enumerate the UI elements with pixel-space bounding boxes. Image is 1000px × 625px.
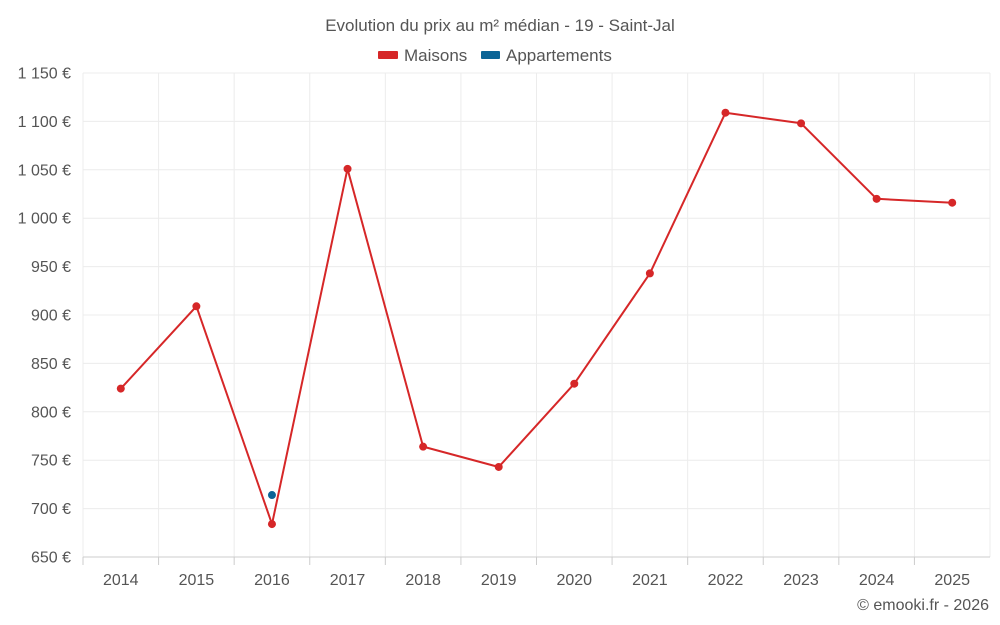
x-tick-label: 2025 xyxy=(934,572,970,589)
data-point-maisons[interactable] xyxy=(948,198,957,207)
data-point-maisons[interactable] xyxy=(192,302,201,311)
y-tick-label: 700 € xyxy=(31,501,71,518)
legend-label-appartements: Appartements xyxy=(506,46,612,65)
y-tick-label: 850 € xyxy=(31,356,71,373)
y-tick-label: 900 € xyxy=(31,308,71,325)
y-axis: 650 € 700 € 750 € 800 € 850 € 900 € 950 € 1 000… xyxy=(18,66,71,567)
legend-item-maisons[interactable]: Maisons xyxy=(378,46,467,65)
data-point-maisons[interactable] xyxy=(267,520,276,529)
x-tick-label: 2018 xyxy=(405,572,441,589)
legend-item-appartements[interactable]: Appartements xyxy=(481,46,612,65)
data-point-maisons[interactable] xyxy=(343,164,352,173)
series-line-maisons xyxy=(120,111,953,526)
x-tick-label: 2019 xyxy=(481,572,517,589)
y-tick-label: 750 € xyxy=(31,453,71,470)
legend-swatch-maisons xyxy=(378,51,398,59)
y-tick-label: 1 100 € xyxy=(18,114,71,131)
y-tick-label: 650 € xyxy=(31,550,71,567)
data-point-maisons[interactable] xyxy=(721,108,730,117)
legend-swatch-appartements xyxy=(481,51,500,59)
y-tick-label: 1 150 € xyxy=(18,66,71,83)
legend-label-maisons: Maisons xyxy=(404,46,467,65)
y-tick-label: 1 050 € xyxy=(18,162,71,179)
x-tick-label: 2016 xyxy=(254,572,290,589)
data-point-maisons[interactable] xyxy=(872,194,881,203)
credit-text: © emooki.fr - 2026 xyxy=(857,597,989,614)
y-tick-label: 1 000 € xyxy=(18,211,71,228)
x-tick-label: 2021 xyxy=(632,572,668,589)
x-tick-label: 2017 xyxy=(330,572,366,589)
data-point-maisons[interactable] xyxy=(797,119,806,128)
grid xyxy=(82,72,991,557)
data-point-maisons[interactable] xyxy=(494,462,503,471)
x-axis: 2014 2015 2016 2017 2018 2019 2020 2021 2022 2023… xyxy=(82,556,990,589)
data-point-maisons[interactable] xyxy=(419,442,428,451)
data-point-maisons[interactable] xyxy=(645,269,654,278)
x-tick-label: 2020 xyxy=(556,572,592,589)
y-tick-label: 950 € xyxy=(31,259,71,276)
x-tick-label: 2014 xyxy=(103,572,139,589)
x-tick-label: 2015 xyxy=(179,572,215,589)
data-point-maisons[interactable] xyxy=(570,379,579,388)
x-tick-label: 2022 xyxy=(708,572,744,589)
data-point-maisons[interactable] xyxy=(116,384,125,393)
chart-title: Evolution du prix au m² médian - 19 - Sa… xyxy=(325,16,675,35)
series-layer xyxy=(116,108,957,529)
data-point-appartements[interactable] xyxy=(267,491,276,500)
x-tick-label: 2023 xyxy=(783,572,819,589)
y-tick-label: 800 € xyxy=(31,404,71,421)
legend: Maisons Appartements xyxy=(378,46,612,65)
x-tick-label: 2024 xyxy=(859,572,895,589)
